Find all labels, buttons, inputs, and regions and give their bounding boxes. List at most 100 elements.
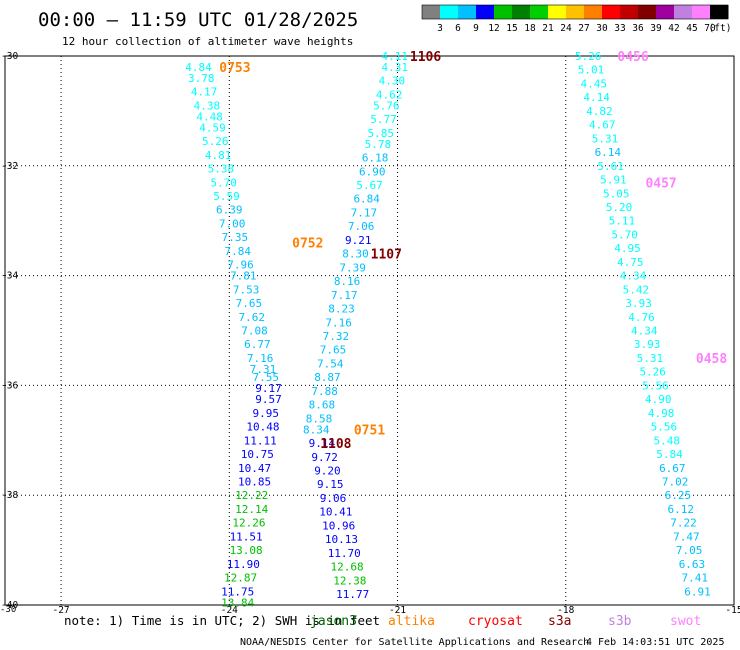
wave-height-value: 4.62 <box>376 88 403 101</box>
footer-note: note: 1) Time is in UTC; 2) SWH is in fe… <box>64 613 380 628</box>
color-scale-tick: 3 <box>437 23 443 34</box>
color-swatch <box>512 5 531 19</box>
wave-height-value: 11.75 <box>221 585 254 598</box>
track-time-label: 0752 <box>292 237 323 252</box>
wave-height-value: 3.93 <box>625 297 652 310</box>
wave-height-value: 7.06 <box>348 220 375 233</box>
wave-height-value: 5.42 <box>623 283 650 296</box>
color-swatch <box>422 5 441 19</box>
wave-height-value: 5.20 <box>606 201 633 214</box>
wave-height-value: 12.14 <box>235 503 268 516</box>
wave-height-value: 8.23 <box>328 303 355 316</box>
wave-height-value: 4.17 <box>191 86 218 99</box>
wave-height-value: 9.15 <box>317 478 344 491</box>
wave-height-value: 5.61 <box>597 160 624 173</box>
wave-height-value: 6.18 <box>362 152 389 165</box>
wave-height-value: 10.47 <box>238 462 271 475</box>
wave-height-value: 9.72 <box>311 451 338 464</box>
wave-height-value: 5.48 <box>653 434 680 447</box>
wave-height-value: 6.63 <box>679 558 706 571</box>
data-points: 4.843.784.174.384.484.595.264.815.385.70… <box>185 50 711 609</box>
wave-height-value: 5.26 <box>575 50 602 63</box>
wave-height-value: 12.22 <box>235 489 268 502</box>
wave-height-value: 4.59 <box>199 121 226 134</box>
y-tick-label: -34 <box>1 271 18 282</box>
color-swatch <box>656 5 675 19</box>
track-time-label: 1108 <box>320 437 351 452</box>
color-swatch <box>476 5 495 19</box>
color-scale-tick: 36 <box>632 23 644 34</box>
wave-height-value: 9.20 <box>314 464 341 477</box>
track-labels: 0753 0752 0751 1106 1107 1108 0456 0457 0458 <box>219 50 727 452</box>
wave-height-value: 8.68 <box>309 399 336 412</box>
color-swatch <box>710 5 729 19</box>
color-swatch <box>548 5 567 19</box>
wave-height-value: 7.00 <box>219 217 246 230</box>
color-scale-tick: 18 <box>524 23 536 34</box>
x-tick-label: -27 <box>52 605 69 616</box>
wave-height-value: 8.16 <box>334 275 361 288</box>
wave-height-value: 10.48 <box>246 421 279 434</box>
color-swatch <box>566 5 585 19</box>
track-time-label: 0458 <box>696 352 727 367</box>
wave-height-value: 11.70 <box>328 547 361 560</box>
color-scale-tick: 30 <box>596 23 608 34</box>
wave-height-value: 11.51 <box>230 530 263 543</box>
wave-height-value: 7.39 <box>339 261 366 274</box>
color-scale-tick: 21 <box>542 23 554 34</box>
wave-height-value: 5.26 <box>639 366 666 379</box>
color-swatch <box>440 5 459 19</box>
wave-height-value: 7.62 <box>238 311 265 324</box>
wave-height-value: 12.68 <box>331 561 364 574</box>
wave-height-value: 7.32 <box>323 330 350 343</box>
wave-height-value: 7.96 <box>227 259 254 272</box>
wave-height-value: 12.26 <box>232 517 265 530</box>
wave-height-value: 5.05 <box>603 187 630 200</box>
wave-height-value: 6.77 <box>244 338 271 351</box>
wave-height-value: 7.41 <box>681 572 708 585</box>
wave-height-value: 5.26 <box>202 135 229 148</box>
color-scale-tick: 9 <box>473 23 479 34</box>
wave-height-value: 6.39 <box>216 204 243 217</box>
color-swatch <box>530 5 549 19</box>
wave-height-value: 6.91 <box>684 585 711 598</box>
wave-height-value: 3.93 <box>634 338 661 351</box>
y-tick-label: -40 <box>1 600 18 611</box>
wave-height-value: 7.65 <box>236 297 263 310</box>
wave-height-value: 9.06 <box>320 492 347 505</box>
chart-subtitle: 12 hour collection of altimeter wave hei… <box>62 35 353 48</box>
satellite-legend-item: jason3 <box>310 614 357 629</box>
wave-height-value: 7.31 <box>250 363 277 376</box>
color-scale-tick: 24 <box>560 23 572 34</box>
wave-height-value: 4.84 <box>185 61 212 74</box>
chart-title: 00:00 – 11:59 UTC 01/28/2025 <box>38 9 358 31</box>
wave-height-value: 8.30 <box>342 248 369 261</box>
wave-height-value: 4.98 <box>648 407 675 420</box>
wave-height-value: 6.25 <box>665 489 692 502</box>
wave-height-value: 10.85 <box>238 475 271 488</box>
satellite-legend-item: s3a <box>548 614 571 629</box>
wave-height-value: 6.84 <box>353 193 380 206</box>
color-bar-border <box>421 4 729 20</box>
wave-height-value: 5.56 <box>642 379 669 392</box>
satellite-legend: jason3 altika cryosat s3a s3b swot <box>310 614 701 629</box>
wave-height-value: 4.14 <box>583 91 610 104</box>
track-time-label: 0753 <box>219 61 250 76</box>
wave-height-value: 4.45 <box>581 77 608 90</box>
wave-height-value: 10.41 <box>319 506 352 519</box>
y-tick-label: -36 <box>1 380 18 391</box>
wave-height-value: 5.01 <box>578 64 605 77</box>
wave-height-value: 5.56 <box>651 421 678 434</box>
color-scale-unit: (ft) <box>709 23 732 34</box>
wave-height-value: 5.31 <box>592 132 619 145</box>
footer-credit: NOAA/NESDIS Center for Satellite Applica… <box>240 637 589 648</box>
wave-height-value: 4.81 <box>205 149 232 162</box>
wave-height-value: 5.91 <box>600 174 627 187</box>
color-scale-tick: 15 <box>506 23 517 34</box>
wave-height-value: 7.65 <box>320 344 347 357</box>
wave-height-value: 5.59 <box>213 190 240 203</box>
wave-height-value: 7.88 <box>311 385 338 398</box>
wave-height-value: 4.75 <box>617 256 644 269</box>
wave-height-value: 3.78 <box>188 72 215 85</box>
